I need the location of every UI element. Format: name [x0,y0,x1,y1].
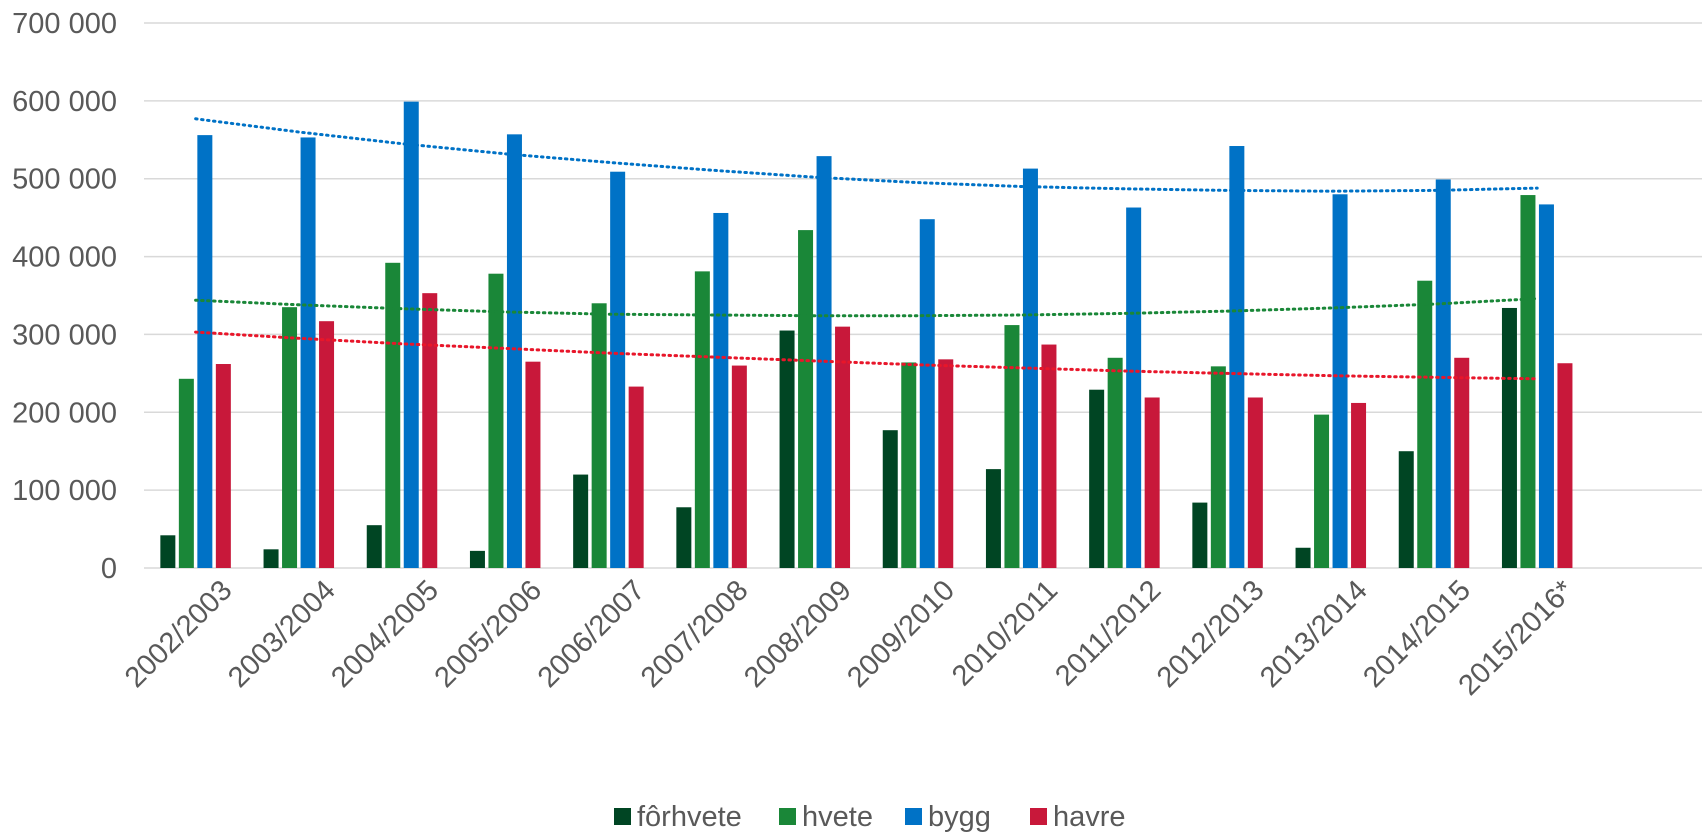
bar [835,326,851,568]
x-tick-label: 2013/2014 [1254,574,1374,694]
y-tick-label: 600 000 [12,86,117,118]
bar [215,364,231,568]
y-tick-label: 500 000 [12,164,117,196]
bar [938,359,954,568]
legend-item: hvete [779,801,873,833]
bar [385,262,401,568]
bar [1089,389,1105,568]
bar [779,330,795,568]
bar [1247,397,1263,568]
y-tick-label: 700 000 [12,8,117,40]
bar [1454,357,1470,568]
bar [628,386,644,568]
bar [1192,502,1208,568]
x-tick-label: 2004/2005 [325,574,445,694]
bar [1210,366,1226,568]
bar [160,535,176,568]
legend: fôrhvete hvete bygg havre [614,801,1126,833]
bar [1041,344,1057,568]
y-tick-label: 400 000 [12,242,117,274]
bar [197,135,213,568]
bar [1295,547,1311,568]
legend-label: bygg [928,801,991,833]
bar [1398,451,1414,568]
bar [1501,307,1517,568]
bar [1520,195,1536,569]
bar [1107,357,1123,568]
y-axis-tick-labels: 0 100 000 200 000 300 000 400 000 500 000 600 … [12,8,117,585]
bar [319,321,335,568]
bar [1351,402,1367,568]
bar [1435,179,1451,568]
bar [901,362,917,568]
legend-swatch [1030,808,1047,825]
bar [525,361,541,568]
y-tick-label: 300 000 [12,319,117,351]
bar [573,474,589,568]
bar [403,101,419,568]
trendline-bygg [194,117,1539,193]
series-fôrhvete [160,307,1517,568]
bar [591,303,607,568]
x-tick-label: 2009/2010 [841,574,961,694]
bar [488,273,504,568]
x-tick-label: 2007/2008 [635,574,755,694]
bar [366,525,382,568]
legend-item: bygg [905,801,991,833]
x-tick-label: 2010/2011 [946,574,1064,692]
trendline-hvete [194,297,1539,318]
bar [882,430,898,568]
bar [676,507,692,568]
y-tick-label: 200 000 [12,397,117,429]
legend-item: havre [1030,801,1126,833]
bar [1538,204,1554,568]
x-tick-label: 2008/2009 [738,574,858,694]
x-tick-label: 2011/2012 [1049,574,1167,692]
bar [506,134,522,569]
bars [160,101,1573,569]
x-tick-label: 2006/2007 [532,574,652,694]
y-tick-label: 0 [101,553,117,585]
bar [178,378,194,568]
bar [1332,194,1348,569]
legend-label: havre [1053,801,1126,833]
trendline-havre [194,330,1539,381]
legend-swatch [779,808,796,825]
bar [1417,280,1433,568]
bar [263,549,279,568]
bar [1557,363,1573,568]
bar [469,550,485,568]
legend-label: hvete [802,801,873,833]
bar [422,293,438,568]
bar [300,137,316,568]
bar [1144,397,1160,568]
bar [919,219,935,568]
x-tick-label: 2002/2003 [119,574,239,694]
legend-swatch [614,808,631,825]
series-hvete [178,195,1536,569]
bar [610,171,626,568]
legend-item: fôrhvete [614,801,742,833]
bar [731,365,747,568]
bar [694,271,710,568]
bar [1004,325,1020,568]
x-tick-label: 2005/2006 [429,574,549,694]
bar [798,230,814,568]
bar [713,212,729,568]
trendlines [194,117,1539,381]
x-tick-label: 2003/2004 [222,574,342,694]
series-havre [215,293,1573,568]
legend-label: fôrhvete [637,801,742,833]
bar [1126,207,1142,568]
x-axis-tick-labels: 2002/20032003/20042004/20052005/20062006… [119,574,1580,702]
y-tick-label: 100 000 [12,475,117,507]
bar [1314,414,1330,568]
legend-swatch [905,808,922,825]
bar [282,307,298,568]
x-tick-label: 2012/2013 [1151,574,1271,694]
bar [1229,146,1245,568]
bar [985,469,1001,568]
